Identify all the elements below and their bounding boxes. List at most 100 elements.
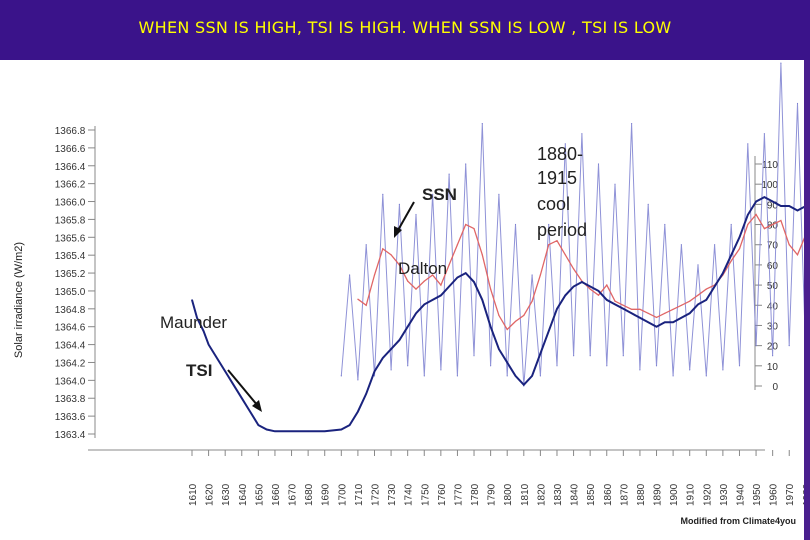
ssn-smoothed-line-point (440, 284, 442, 286)
ssn-line-point (772, 355, 774, 357)
tsi-line-point (203, 330, 205, 332)
ssn-line-point (390, 369, 392, 371)
annotation-ssn: SSN (422, 185, 457, 204)
ssn-line-point (548, 223, 550, 226)
ssn-line-point (622, 355, 624, 357)
tsi-line-point (614, 303, 616, 305)
ssn-line-point (796, 102, 799, 105)
left-tick-label: 1364.2 (55, 358, 86, 369)
x-tick-label: 1860 (603, 483, 614, 506)
ssn-line-point (664, 223, 666, 226)
left-tick-label: 1366.0 (55, 198, 86, 209)
tsi-line-point (357, 411, 359, 413)
ssn-smoothed-line-point (498, 314, 500, 316)
chart-svg: 1363.4 1363.6 1363.8 1364.0 1364.2 1364.4 1364… (13, 62, 804, 506)
tsi-line-point (796, 209, 799, 212)
left-tick-label: 1364.4 (55, 341, 86, 352)
tsi-line-point (274, 430, 276, 432)
left-tick-label: 1363.6 (55, 412, 86, 423)
ssn-line-point (606, 365, 608, 367)
tsi-line-point (415, 312, 417, 314)
tsi-line-point (573, 285, 575, 288)
tsi-line-point (772, 200, 774, 203)
ssn-line-point (357, 379, 359, 381)
ssn-smoothed-line-point (514, 320, 517, 322)
chart-panel: 1363.4 1363.6 1363.8 1364.0 1364.2 1364.4 1364… (0, 60, 804, 540)
ssn-smoothed-line-point (523, 314, 525, 316)
ssn-line-point (373, 375, 376, 377)
ssn-smoothed-line-point (589, 288, 591, 290)
ssn-smoothed-line-point (780, 219, 782, 222)
ssn-line-point (763, 133, 766, 135)
x-tick-label: 1740 (404, 483, 415, 506)
ssn-smoothed-line-point (548, 244, 550, 246)
ssn-smoothed-line-point (456, 244, 458, 246)
tsi-line-point (780, 205, 782, 207)
ssn-smoothed-line-point (705, 288, 707, 290)
x-tick-label: 1810 (520, 483, 531, 506)
tsi-line-point (639, 317, 641, 319)
ssn-smoothed-line-point (373, 274, 376, 276)
x-tick-label: 1930 (719, 483, 730, 506)
tsi-line-point (191, 299, 193, 301)
ssn-smoothed-line-point (465, 223, 467, 226)
x-tick-label: 1980 (802, 483, 804, 506)
ssn-line-point (631, 123, 633, 125)
ssn-line-point (423, 375, 425, 377)
ssn-line-point (473, 355, 475, 357)
tsi-line-point (581, 281, 583, 283)
ssn-line-point (349, 274, 351, 276)
ssn-smoothed-line-point (631, 308, 633, 310)
ssn-smoothed-line-point (539, 274, 542, 276)
left-tick-label: 1364.8 (55, 305, 86, 316)
tsi-line-point (647, 321, 649, 323)
x-tick-label: 1730 (387, 483, 398, 506)
tsi-line-point (490, 326, 492, 328)
ssn-line-point (539, 375, 542, 377)
ssn-line-point (407, 365, 409, 367)
tsi-line-point (680, 317, 683, 319)
ssn-line-point (714, 244, 716, 246)
tsi-line-point (622, 308, 624, 310)
ssn-line-point (340, 375, 342, 377)
ssn-line-point (506, 375, 508, 377)
annotation-tsi: TSI (186, 361, 212, 380)
ssn-line-point (597, 163, 600, 165)
ssn-smoothed-line-point (655, 316, 658, 318)
ssn-smoothed-line-point (697, 294, 699, 296)
ssn-smoothed-line-point (556, 240, 558, 242)
ssn-line-point (705, 375, 707, 377)
source-credit: Modified from Climate4you (680, 516, 796, 526)
ssn-smoothed-line-point (597, 294, 600, 296)
ssn-smoothed-line-point (506, 328, 508, 331)
tsi-line-point (448, 285, 450, 288)
ssn-smoothed-line-point (382, 248, 384, 250)
slide-title: WHEN SSN IS HIGH, TSI IS HIGH. WHEN SSN … (138, 18, 672, 37)
tsi-line-point (589, 285, 591, 288)
y-axis-label: Solar irradiance (W/m2) (13, 242, 25, 358)
tsi-line-point (606, 299, 608, 301)
annotation-cool-4: period (537, 220, 587, 240)
tsi-line-point (224, 370, 226, 372)
tsi-line-point (456, 276, 458, 279)
x-tick-label: 1670 (288, 483, 299, 506)
ssn-line-point (730, 223, 732, 226)
ssn-line-point (415, 213, 417, 216)
x-tick-label: 1820 (536, 483, 547, 506)
ssn-line-point (722, 369, 724, 371)
x-tick-label: 1830 (553, 483, 564, 506)
ssn-smoothed-line-point (432, 274, 434, 276)
ssn-smoothed-line-point (796, 254, 799, 256)
ssn-smoothed-line-point (689, 300, 691, 302)
ssn-line-point (697, 264, 699, 266)
tsi-line-point (655, 326, 658, 328)
tsi-line-point (672, 321, 674, 323)
annotation-cool-2: 1915 (537, 168, 577, 188)
left-tick-label: 1363.4 (55, 430, 86, 441)
ssn-line-point (556, 365, 558, 367)
ssn-line-point (448, 173, 450, 175)
x-tick-label: 1940 (735, 483, 746, 506)
ssn-line-point (647, 203, 649, 205)
x-tick-label: 1760 (437, 483, 448, 506)
ssn-smoothed-line-point (755, 213, 757, 216)
